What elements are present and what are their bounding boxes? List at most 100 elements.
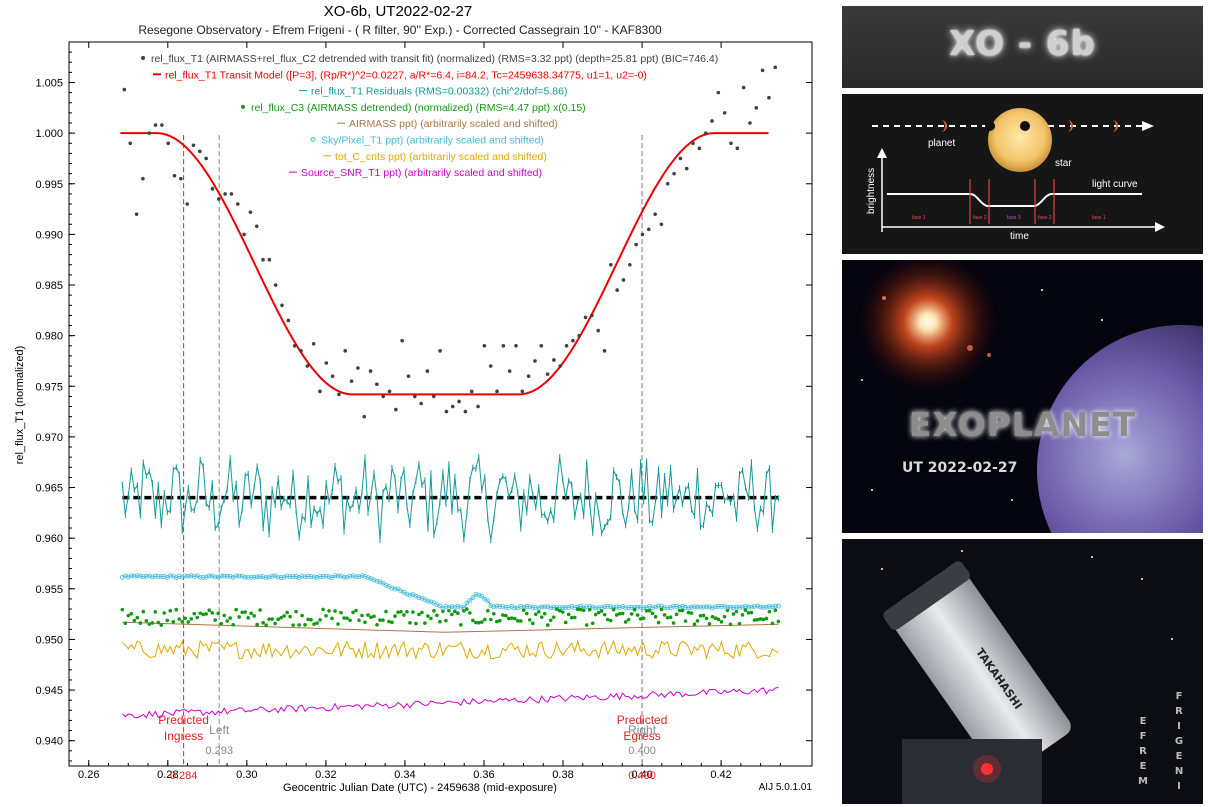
c3-point (545, 623, 550, 627)
flux-point (596, 328, 600, 333)
c3-point (725, 608, 730, 613)
flux-point (254, 224, 259, 229)
flux-point (672, 171, 676, 176)
c3-point (174, 607, 179, 612)
c3-point (405, 609, 409, 614)
c3-point (453, 609, 457, 614)
y-tick-label: 0.990 (35, 229, 63, 241)
c3-point (489, 617, 493, 622)
planet-icon (1037, 325, 1203, 533)
sky-pixel-point (245, 574, 251, 580)
sky-pixel-point (257, 574, 263, 580)
sky-pixel-point (299, 573, 305, 579)
sky-pixel-point (488, 603, 494, 609)
c3-point (492, 611, 496, 616)
c3-point (701, 613, 706, 618)
c3-point (602, 612, 607, 617)
sky-pixel-point (596, 605, 602, 611)
flux-point (539, 343, 544, 348)
flux-point (450, 404, 455, 409)
flux-point (204, 156, 208, 161)
sky-pixel-point (206, 573, 212, 579)
c3-point (147, 622, 152, 626)
c3-point (417, 612, 421, 617)
sky-pixel-point (158, 573, 164, 579)
flux-point (438, 349, 442, 353)
c3-point (363, 620, 367, 625)
telescope-photo-panel: TAKAHASHI EFREM FRIGENI (842, 539, 1203, 804)
flux-point (710, 119, 714, 123)
flux-point (501, 343, 506, 348)
sky-pixel-point (716, 603, 721, 609)
c3-point (704, 616, 709, 621)
x-tick-label: 0.26 (78, 769, 99, 781)
c3-point (378, 618, 382, 622)
sky-pixel-point (311, 574, 317, 580)
c3-point (650, 611, 655, 616)
x-tick-label: 0.36 (473, 769, 494, 781)
sky-pixel-point (188, 573, 194, 579)
c3-point (671, 621, 676, 625)
c3-point (447, 608, 451, 613)
sky-pixel-point (425, 598, 431, 604)
c3-point (548, 618, 553, 623)
c3-point (653, 615, 658, 619)
phase-label: fase 1 (1092, 215, 1106, 221)
sky-pixel-point (617, 605, 623, 610)
c3-point (387, 619, 391, 624)
sky-pixel-point (290, 573, 296, 579)
sky-pixel-point (137, 573, 143, 579)
c3-point (159, 623, 164, 627)
marker-value: 0.400 (628, 745, 656, 757)
sky-pixel-point (497, 604, 503, 609)
sky-pixel-point (602, 604, 608, 610)
flux-point (533, 359, 537, 363)
sky-pixel-point (737, 604, 742, 610)
c3-point (578, 607, 583, 612)
flux-point (735, 146, 740, 151)
c3-point (357, 618, 361, 622)
c3-point (162, 611, 167, 615)
flux-point (343, 349, 348, 353)
c3-point (767, 609, 772, 614)
c3-point (306, 617, 310, 622)
c3-point (435, 613, 439, 618)
sky-pixel-point (683, 605, 688, 610)
sky-pixel-point (131, 573, 137, 579)
c3-point (345, 616, 349, 620)
flux-point (349, 379, 354, 384)
legend-entry: AIRMASS ppt) (arbitrarily scaled and shi… (349, 118, 558, 130)
flux-point (476, 404, 480, 409)
c3-point (662, 613, 667, 617)
sky-pixel-point (317, 574, 323, 579)
flux-point (634, 242, 638, 247)
flux-point (122, 87, 127, 92)
legend-entry: rel_flux_T1 Transit Model ([P=3], (Rp/R*… (165, 69, 647, 81)
c3-point (501, 613, 505, 617)
c3-point (498, 618, 502, 623)
sky-pixel-point (740, 604, 745, 610)
sky-pixel-point (377, 579, 383, 585)
x-tick-label: 0.34 (394, 769, 415, 781)
sky-pixel-point (149, 574, 155, 580)
c3-point (587, 607, 592, 612)
sky-pixel-point (224, 573, 230, 579)
sky-pixel-point (140, 574, 146, 580)
flux-point (577, 333, 582, 338)
sky-pixel-point (161, 574, 167, 579)
light-curve-label: light curve (1092, 179, 1138, 190)
sky-pixel-point (404, 591, 410, 597)
c3-point (267, 617, 271, 621)
sky-pixel-point (179, 574, 185, 580)
flux-point (337, 392, 341, 397)
c3-point (641, 616, 646, 621)
flux-point (153, 123, 158, 127)
c3-point (456, 611, 460, 616)
sky-pixel-point (416, 595, 422, 601)
c3-point (354, 608, 358, 613)
legend-entry: rel_flux_T1 Residuals (RMS=0.00332) (chi… (311, 86, 567, 98)
y-tick-label: 0.940 (35, 736, 63, 748)
sky-pixel-point (698, 604, 703, 610)
c3-point (342, 616, 346, 620)
legend-entry: rel_flux_C3 (AIRMASS detrended) (normali… (251, 102, 586, 114)
